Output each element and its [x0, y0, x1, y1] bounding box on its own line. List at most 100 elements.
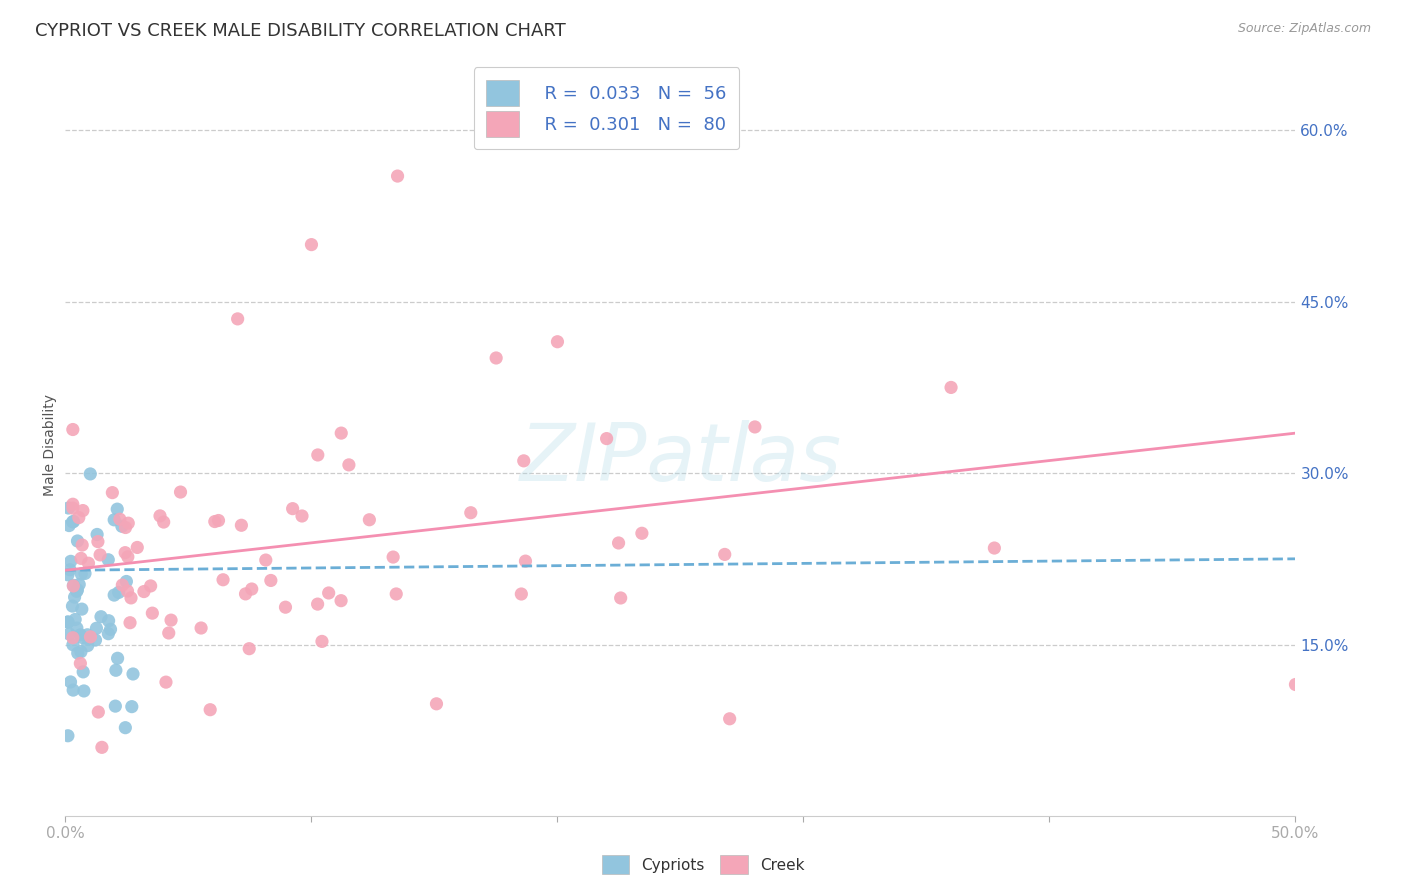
Point: [274, 600, 297, 615]
Point: [62, 683, 84, 698]
Point: [77, 556, 100, 570]
Point: [117, 549, 139, 564]
Point: [59, 554, 82, 568]
Point: [595, 432, 617, 446]
Legend:   R =  0.033   N =  56,   R =  0.301   N =  80: R = 0.033 N = 56, R = 0.301 N = 80: [474, 68, 740, 149]
Point: [58, 627, 80, 641]
Point: [231, 518, 253, 533]
Point: [70, 602, 93, 616]
Point: [718, 712, 741, 726]
Point: [1284, 677, 1306, 691]
Point: [107, 651, 129, 665]
Point: [190, 621, 212, 635]
Point: [260, 574, 283, 588]
Point: [235, 587, 257, 601]
Point: [387, 169, 409, 183]
Point: [117, 516, 139, 531]
Point: [385, 587, 408, 601]
Point: [111, 578, 134, 592]
Point: [89, 548, 111, 562]
Point: [160, 613, 183, 627]
Point: [318, 586, 340, 600]
Point: [76, 628, 98, 642]
Point: [79, 467, 101, 481]
Point: [104, 663, 127, 677]
Point: [97, 553, 120, 567]
Point: [70, 631, 93, 645]
Point: [107, 585, 129, 599]
Point: [62, 578, 84, 592]
Point: [281, 501, 304, 516]
Point: [63, 612, 86, 626]
Point: [114, 520, 136, 534]
Point: [114, 721, 136, 735]
Point: [157, 626, 180, 640]
Point: [337, 458, 360, 472]
Point: [122, 667, 145, 681]
Point: [204, 515, 226, 529]
Point: [607, 536, 630, 550]
Point: [56, 729, 79, 743]
Point: [101, 485, 124, 500]
Point: [152, 515, 174, 529]
Point: [58, 501, 80, 516]
Point: [79, 630, 101, 644]
Point: [515, 554, 537, 568]
Point: [103, 513, 125, 527]
Point: [513, 454, 536, 468]
Point: [59, 675, 82, 690]
Point: [70, 566, 93, 581]
Point: [207, 514, 229, 528]
Point: [169, 485, 191, 500]
Point: [155, 675, 177, 690]
Point: [87, 534, 110, 549]
Point: [84, 633, 107, 648]
Point: [66, 584, 89, 599]
Point: [103, 588, 125, 602]
Text: CYPRIOT VS CREEK MALE DISABILITY CORRELATION CHART: CYPRIOT VS CREEK MALE DISABILITY CORRELA…: [35, 22, 565, 40]
Point: [97, 626, 120, 640]
Point: [238, 641, 260, 656]
Y-axis label: Male Disability: Male Disability: [44, 393, 58, 496]
Point: [105, 502, 128, 516]
Point: [546, 334, 568, 349]
Point: [90, 609, 112, 624]
Point: [330, 426, 353, 441]
Point: [63, 590, 86, 604]
Point: [72, 665, 94, 679]
Point: [62, 423, 84, 437]
Point: [66, 582, 89, 597]
Point: [70, 645, 93, 659]
Point: [307, 448, 329, 462]
Point: [114, 546, 136, 560]
Point: [111, 519, 134, 533]
Point: [86, 527, 108, 541]
Point: [330, 593, 353, 607]
Point: [62, 515, 84, 529]
Point: [485, 351, 508, 365]
Point: [212, 573, 235, 587]
Point: [67, 577, 90, 591]
Text: Source: ZipAtlas.com: Source: ZipAtlas.com: [1237, 22, 1371, 36]
Point: [70, 538, 93, 552]
Point: [115, 574, 138, 589]
Point: [744, 420, 766, 434]
Point: [149, 508, 172, 523]
Point: [56, 615, 79, 630]
Point: [73, 566, 96, 581]
Legend: Cypriots, Creek: Cypriots, Creek: [596, 849, 810, 880]
Point: [359, 513, 381, 527]
Point: [510, 587, 533, 601]
Point: [307, 597, 329, 611]
Point: [56, 615, 79, 629]
Point: [62, 638, 84, 652]
Point: [70, 551, 93, 566]
Point: [59, 563, 82, 577]
Point: [311, 634, 333, 648]
Point: [226, 311, 249, 326]
Point: [73, 684, 96, 698]
Point: [141, 606, 163, 620]
Point: [240, 582, 263, 596]
Point: [58, 518, 80, 533]
Point: [117, 584, 139, 599]
